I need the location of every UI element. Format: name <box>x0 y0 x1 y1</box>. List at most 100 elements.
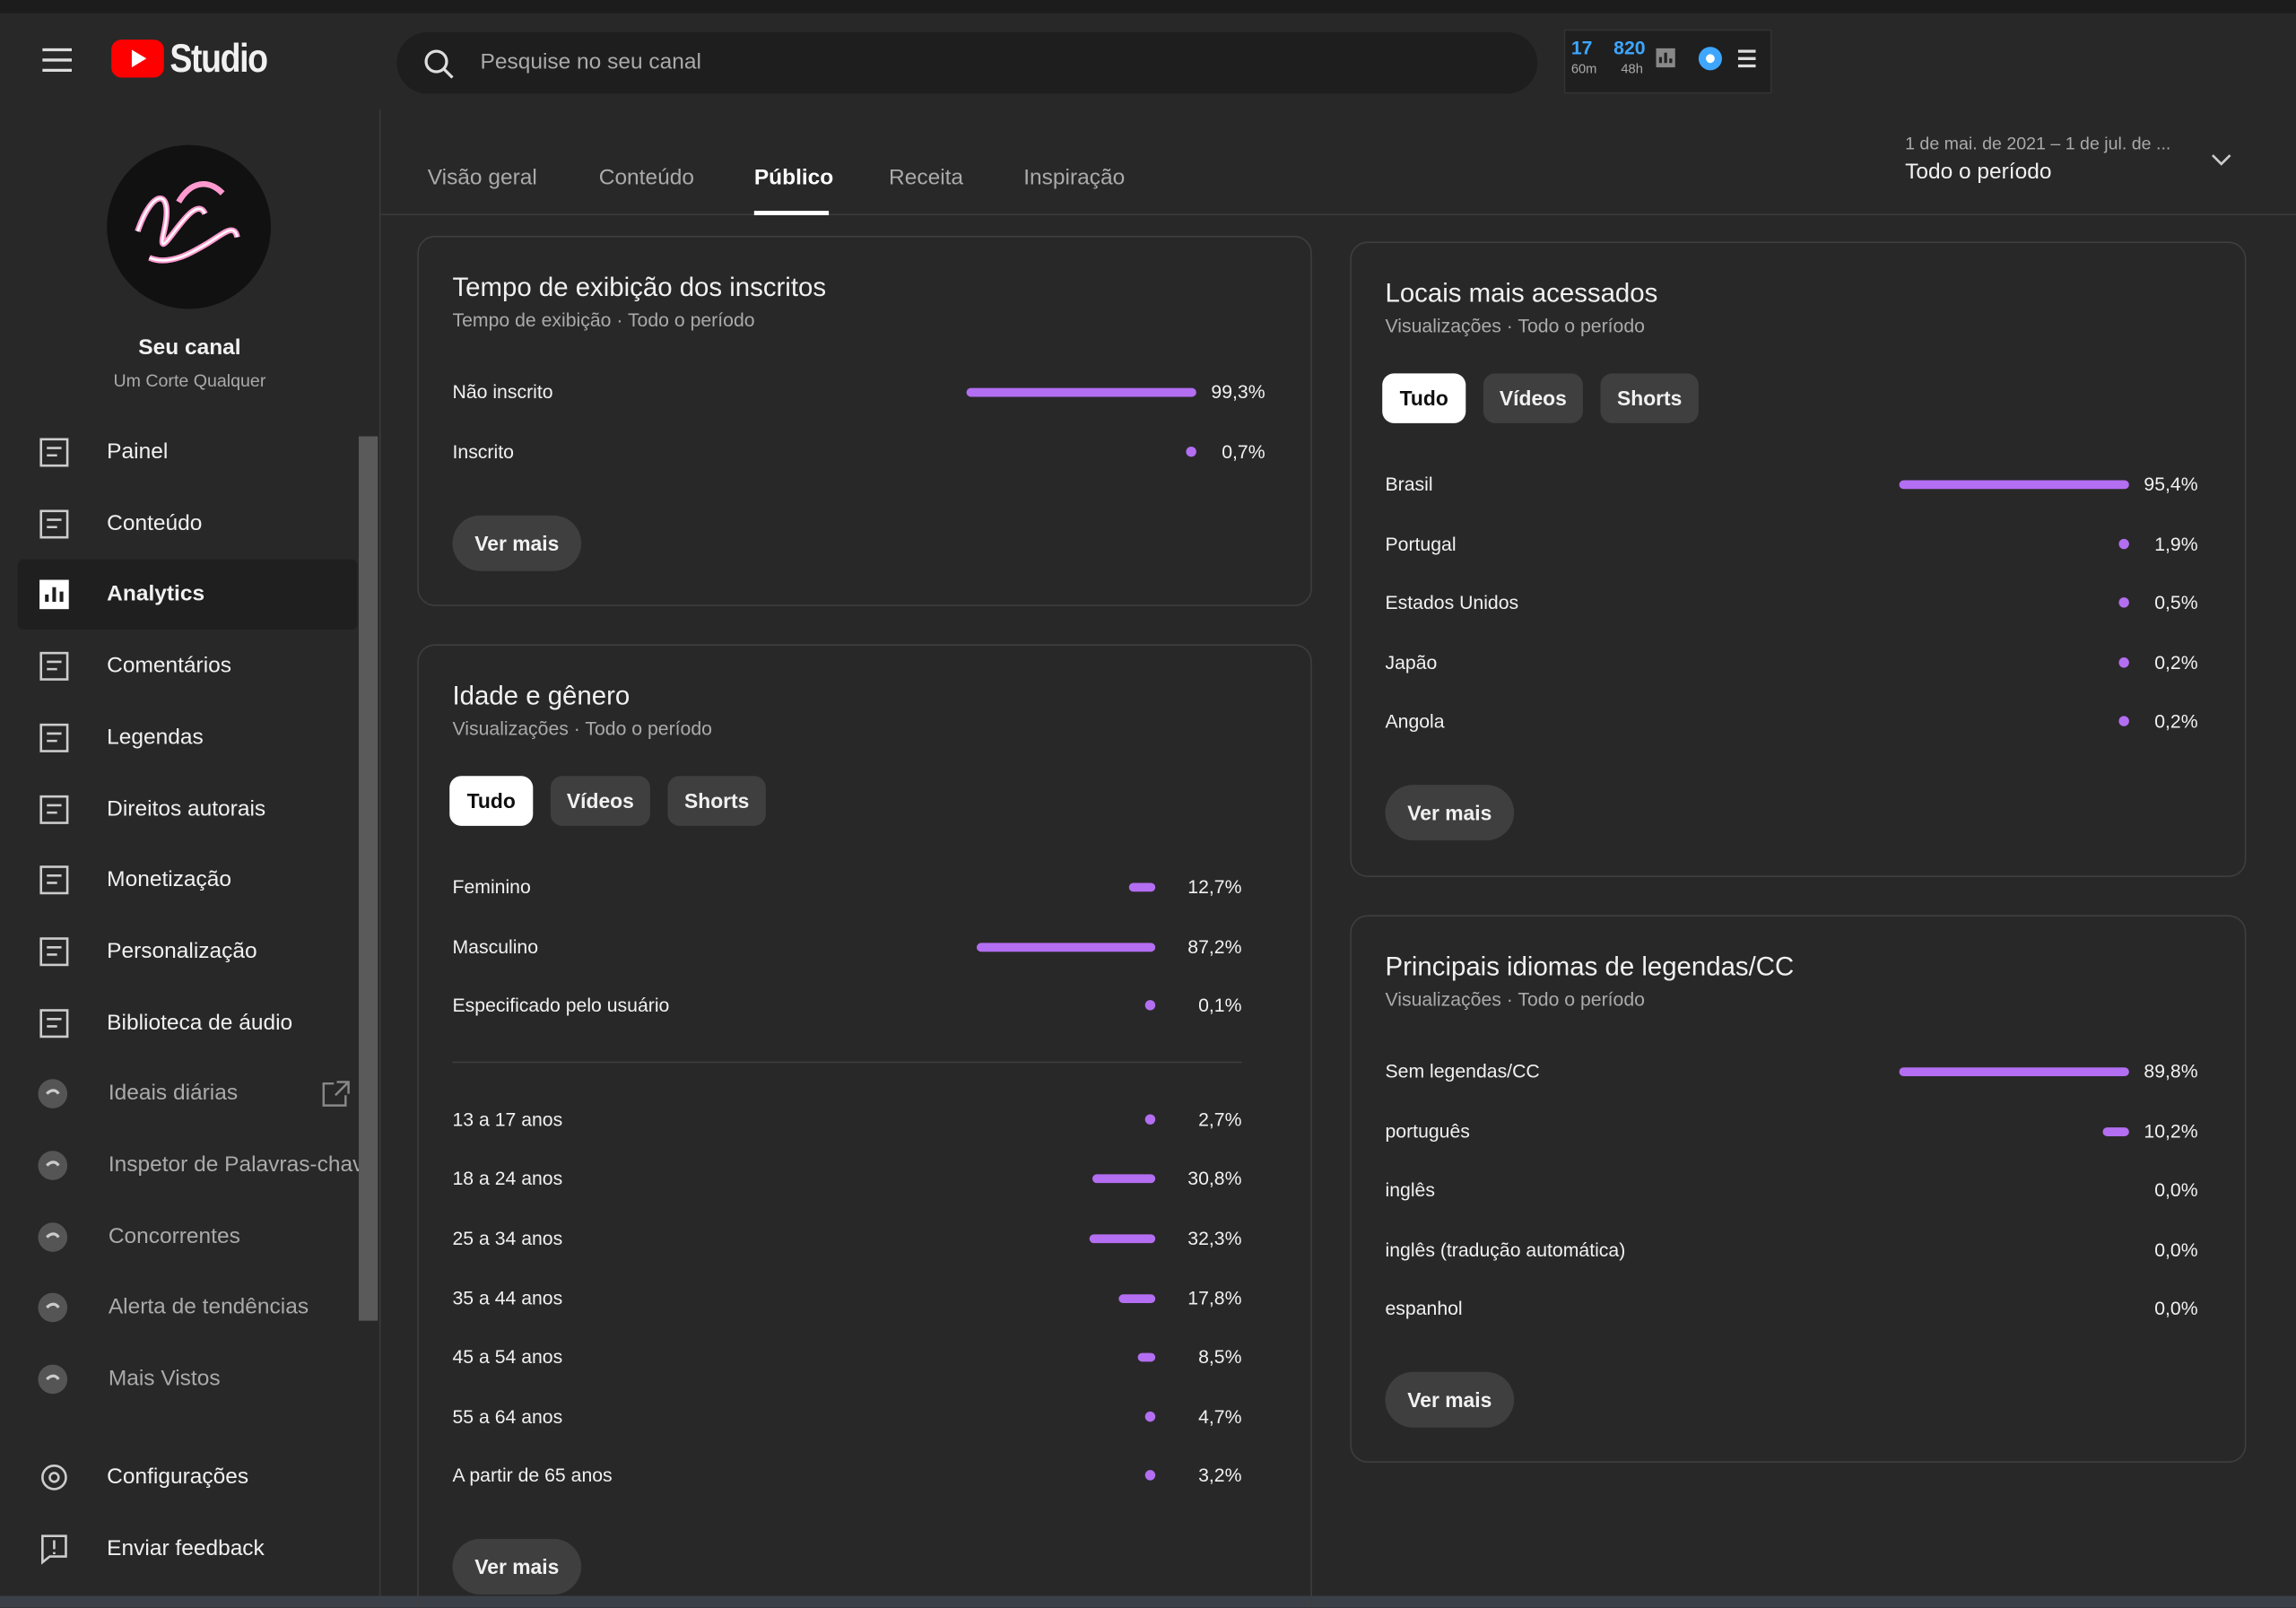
bar <box>2118 538 2129 549</box>
row-value: 2,7% <box>1198 1108 1242 1131</box>
row-label: Feminino <box>452 875 531 898</box>
row-value: 0,1% <box>1198 994 1242 1017</box>
button[interactable]: Ver mais <box>452 1539 582 1595</box>
nav-item[interactable]: Inspetor de Palavras-chave <box>108 1152 359 1178</box>
nav-item[interactable]: Concorrentes <box>108 1223 240 1249</box>
nav-icon <box>38 935 70 968</box>
divider <box>452 1061 1242 1063</box>
bar <box>1899 480 2129 490</box>
tab[interactable]: Público <box>753 165 834 191</box>
card <box>1350 241 2247 877</box>
nav-item[interactable]: Conteúdo <box>107 510 203 536</box>
row-label: 18 a 24 anos <box>452 1167 563 1190</box>
row-label: português <box>1385 1119 1470 1142</box>
bar <box>976 942 1156 952</box>
row-label: inglês <box>1385 1178 1435 1202</box>
bar <box>2102 1126 2129 1136</box>
nav-item[interactable]: Alerta de tendências <box>108 1294 309 1320</box>
stat-value: 17 <box>1570 36 1593 59</box>
row-label: espanhol <box>1385 1298 1463 1320</box>
row-value: 1,9% <box>2154 532 2198 555</box>
nav-item[interactable]: Legendas <box>107 724 204 750</box>
search-bar[interactable] <box>396 31 1538 94</box>
sidebar-border <box>378 109 381 1608</box>
bar <box>1899 1067 2129 1076</box>
nav-item[interactable]: Direitos autorais <box>107 795 266 821</box>
button[interactable]: Ver mais <box>1385 1372 1515 1429</box>
row-value: 0,2% <box>2154 651 2198 674</box>
tab[interactable]: Receita <box>889 165 964 191</box>
main-area <box>380 109 2296 1608</box>
date-label[interactable]: Todo o período <box>1905 159 2052 185</box>
extension-icon <box>37 1078 69 1110</box>
button[interactable]: Ver mais <box>452 515 582 571</box>
nav-item[interactable]: Configurações <box>107 1464 249 1490</box>
card <box>417 644 1312 1608</box>
nav-icon <box>38 1007 70 1039</box>
channel-name: Um Corte Qualquer <box>113 370 266 391</box>
nav-icon <box>38 793 70 825</box>
row-label: 13 a 17 anos <box>452 1108 563 1131</box>
nav-icon <box>38 437 70 469</box>
extension-icon <box>37 1363 69 1395</box>
row-label: 55 a 64 anos <box>452 1405 563 1428</box>
row-label: 35 a 44 anos <box>452 1286 563 1308</box>
header-icons[interactable] <box>1655 46 1757 75</box>
row-value: 0,2% <box>2154 710 2198 733</box>
chevron[interactable] <box>2211 152 2231 167</box>
youtube-logo[interactable] <box>111 39 164 78</box>
filter-chip[interactable]: Shorts <box>667 776 766 826</box>
nav-icon <box>38 650 70 682</box>
nav-item[interactable]: Personalização <box>107 938 257 964</box>
nav-item[interactable]: Monetização <box>107 866 232 892</box>
filter-chip[interactable]: Vídeos <box>550 776 650 826</box>
row-value: 12,7% <box>1187 875 1242 898</box>
bottom-strip <box>0 1595 2296 1608</box>
bar <box>1091 1175 1156 1184</box>
stat-label: 48h <box>1621 61 1643 76</box>
filter-chip[interactable]: Tudo <box>1382 373 1466 423</box>
menu-icon[interactable] <box>41 47 74 73</box>
nav-item[interactable]: Comentários <box>107 653 232 679</box>
card <box>417 235 1312 606</box>
nav-item[interactable]: Painel <box>107 439 169 465</box>
row-label: Sem legendas/CC <box>1385 1060 1540 1082</box>
card-title: Tempo de exibição dos inscritos <box>452 272 827 302</box>
bar <box>966 387 1196 397</box>
nav-item[interactable]: Enviar feedback <box>107 1535 265 1560</box>
bar <box>2118 656 2129 668</box>
bar <box>1118 1293 1156 1303</box>
card-title: Principais idiomas de legendas/CC <box>1385 952 1795 981</box>
tab-underline <box>753 211 830 215</box>
filter-chip[interactable]: Tudo <box>449 776 534 826</box>
nav-item[interactable]: Mais Vistos <box>108 1366 221 1392</box>
channel-avatar[interactable] <box>106 143 273 310</box>
row-label: Angola <box>1385 710 1445 733</box>
nav-icon <box>38 1461 70 1493</box>
row-value: 4,7% <box>1198 1405 1242 1428</box>
card-subtitle: Visualizações · Todo o período <box>1385 315 1645 337</box>
nav-item[interactable]: Ideais diárias <box>108 1081 239 1107</box>
tab[interactable]: Conteúdo <box>598 165 694 191</box>
row-value: 99,3% <box>1211 380 1265 403</box>
row-label: Brasil <box>1385 473 1433 495</box>
filter-chip[interactable]: Vídeos <box>1483 373 1583 423</box>
row-value: 10,2% <box>2144 1119 2198 1142</box>
row-label: Japão <box>1385 651 1438 674</box>
tab[interactable]: Visão geral <box>427 165 537 191</box>
tab[interactable]: Inspiração <box>1023 165 1126 191</box>
bar <box>1144 1470 1156 1482</box>
row-value: 32,3% <box>1187 1227 1242 1249</box>
row-label: Especificado pelo usuário <box>452 994 670 1017</box>
card-subtitle: Visualizações · Todo o período <box>1385 988 1645 1011</box>
scrollbar[interactable] <box>358 436 378 1321</box>
bar <box>2118 597 2129 608</box>
nav-item[interactable]: Analytics <box>107 581 205 607</box>
row-value: 8,5% <box>1198 1345 1242 1369</box>
button[interactable]: Ver mais <box>1385 785 1515 841</box>
active-item-bg <box>17 560 358 630</box>
filter-chip[interactable]: Shorts <box>1600 373 1699 423</box>
nav-item[interactable]: Biblioteca de áudio <box>107 1009 293 1035</box>
